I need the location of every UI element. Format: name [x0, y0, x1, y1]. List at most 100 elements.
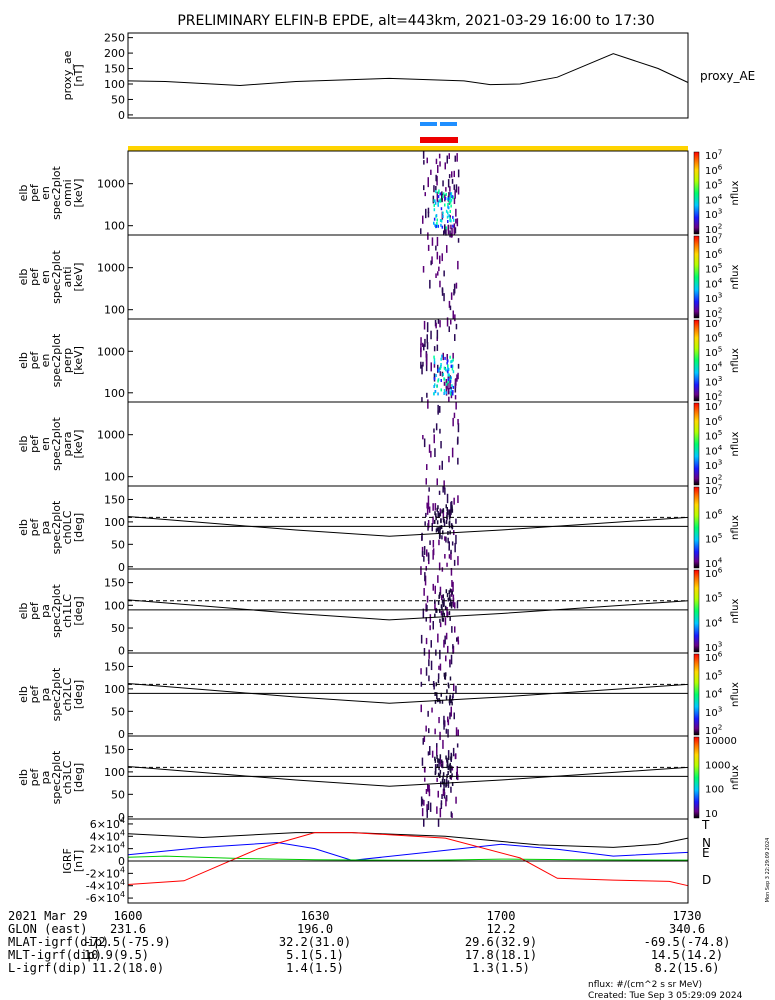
spectrogram-pixel [457, 457, 459, 465]
status-bar-blue-right [440, 122, 457, 126]
spectrogram-pixel [434, 599, 436, 604]
y-axis-label: pa [39, 688, 52, 702]
spectrogram-pixel [431, 707, 433, 713]
orbit-r4-c2: 1.4(1.5) [286, 961, 344, 975]
spectrogram-pixel [449, 192, 452, 196]
spectrogram-pixel [434, 383, 436, 387]
y-tick-label: 150 [104, 660, 125, 673]
spectrogram-pixel [457, 186, 460, 195]
spectrogram-pixel [449, 305, 452, 311]
spectrogram-pixel [433, 346, 436, 352]
spectrogram-pixel [451, 766, 454, 771]
spectrogram-pixel [434, 519, 436, 524]
spectrogram-pixel [428, 649, 430, 659]
spectrogram-pixel [442, 180, 444, 187]
y-axis-label: pef [28, 267, 41, 286]
spectrogram-pixel [452, 581, 454, 592]
colorbar-tick-label: 105 [705, 668, 722, 683]
spectrogram-pixel [449, 218, 451, 222]
y-axis-label: spec2plot [50, 667, 63, 721]
spectrogram-pixel [455, 208, 457, 217]
spectrogram-pixel [447, 377, 450, 381]
orbit-r3-label: MLT-igrf(dip) [8, 948, 102, 962]
spectrogram-pixel [449, 196, 451, 200]
spectrogram-pixel [457, 556, 459, 566]
spectrogram-pixel [443, 781, 445, 786]
y-tick-label: 2×104 [90, 841, 125, 856]
spectrogram-pixel [440, 802, 443, 809]
spectrogram-pixel [426, 342, 429, 350]
spectrogram-pixel [440, 363, 442, 366]
spectrogram-pixel [455, 518, 457, 524]
spectrogram-pixel [436, 222, 438, 225]
spectrogram-pixel [451, 701, 453, 706]
spectrogram-pixel [420, 228, 422, 235]
spectrogram-pixel [451, 359, 453, 363]
spectrogram-pixel [443, 792, 446, 799]
panel-frame [127, 652, 689, 737]
spectrogram-pixel [449, 602, 451, 607]
spectrogram-pixel [448, 590, 450, 595]
spectrogram-pixel [430, 169, 432, 175]
spectrogram-pixel [448, 515, 451, 520]
spectrogram-pixel [446, 245, 448, 253]
spectrogram-pixel [446, 760, 449, 765]
spectrogram-pixel [446, 593, 449, 598]
spectrogram-pixel [456, 766, 458, 776]
spectrogram-pixel [455, 282, 458, 289]
spectrogram-pixel [440, 223, 442, 227]
spectrogram-pixel [450, 811, 453, 818]
spectrogram-pixel [440, 357, 442, 361]
spectrogram-pixel [457, 260, 459, 270]
spectrogram-pixel [442, 601, 444, 606]
spectrogram-pixel [442, 508, 445, 513]
spectrogram-pixel [431, 256, 433, 265]
spectrogram-pixel [449, 381, 451, 390]
colorbar-label: nflux [730, 515, 741, 540]
spectrogram-pixel [436, 527, 438, 532]
spectrogram-pixel [448, 388, 450, 395]
colorbar-tick-label: 104 [705, 359, 723, 374]
spectrogram-pixel [439, 198, 442, 202]
spectrogram-pixel [427, 801, 430, 810]
panel-frame [127, 735, 689, 820]
spectrogram-pixel [422, 738, 424, 745]
y-tick-label: 50 [111, 538, 125, 551]
spectrogram-pixel [432, 681, 435, 687]
spectrogram-pixel [434, 758, 437, 763]
spectrogram-pixel [431, 523, 433, 532]
spectrogram-pixel [444, 635, 446, 645]
spectrogram-pixel [448, 373, 450, 377]
spectrogram-pixel [438, 539, 440, 546]
spectrogram-pixel [453, 497, 455, 505]
colorbar-tick-label: 105 [705, 261, 722, 276]
spectrogram-pixel [457, 419, 459, 425]
orbit-r0-label: 2021 Mar 29 [8, 909, 87, 923]
spectrogram-pixel [433, 373, 436, 379]
spectrogram-pixel [433, 361, 436, 365]
spectrogram-pixel [439, 754, 442, 759]
spectrogram-pixel [447, 716, 449, 723]
spectrogram-pixel [426, 392, 428, 398]
spectrogram-pixel [437, 527, 440, 532]
spectrogram-pixel [447, 197, 449, 201]
spectrogram-pixel [433, 208, 436, 212]
spectrogram-pixel [438, 762, 440, 771]
spectrogram-pixel [420, 347, 422, 358]
spectrogram-pixel [445, 778, 448, 787]
spectrogram-pixel [451, 227, 453, 238]
spectrogram-pixel [439, 320, 441, 328]
colorbar-tick-label: 102 [705, 306, 722, 321]
spectrogram-pixel [439, 649, 441, 660]
spectrogram-pixel [421, 551, 424, 557]
spectrogram-pixel [450, 604, 453, 609]
spectrogram-pixel [427, 244, 430, 251]
spectrogram-pixel [443, 719, 445, 730]
status-bar-red [420, 137, 458, 143]
spectrogram-pixel [450, 194, 452, 198]
spectrogram-pixel [443, 598, 445, 607]
spectrogram-pixel [420, 681, 423, 687]
spectrogram-pixel [445, 782, 447, 787]
spectrogram-pixel [440, 525, 443, 530]
